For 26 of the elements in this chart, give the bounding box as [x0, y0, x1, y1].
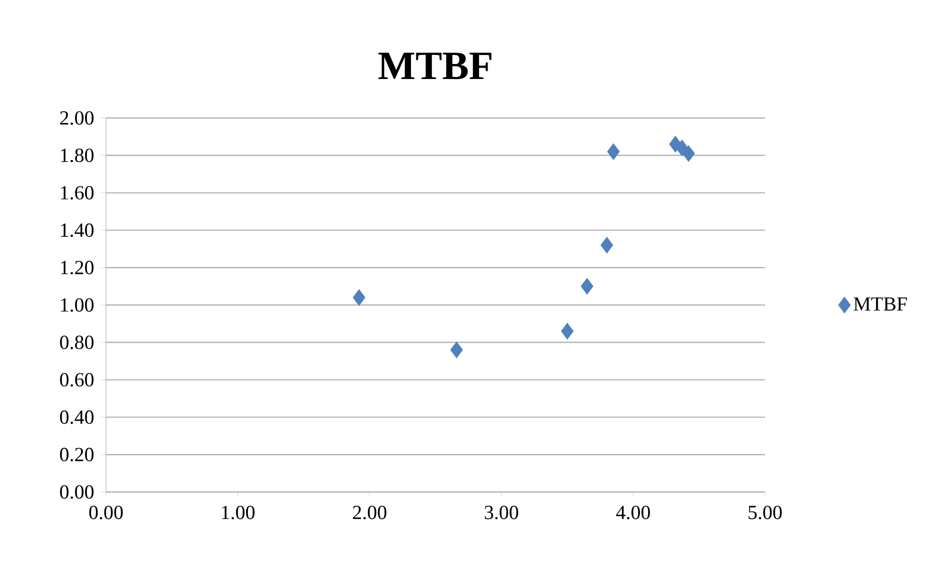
x-tick-label: 3.00 [484, 506, 518, 520]
y-tick-label: 0.80 [60, 336, 94, 350]
y-tick-label: 0.20 [60, 448, 94, 462]
y-tick-label: 1.00 [61, 298, 94, 312]
y-tick-label: 0.40 [60, 410, 94, 424]
point [561, 322, 574, 340]
y-tick-label: 0.60 [60, 373, 94, 387]
y-tick-label: 1.40 [61, 223, 94, 237]
x-tick-label: 2.00 [352, 506, 386, 520]
y-tick-label: 0.00 [60, 485, 94, 499]
x-tick-label: 5.00 [748, 506, 782, 520]
chart-title: MTBF [378, 52, 492, 80]
point [450, 342, 463, 358]
y-tick-label: 1.20 [61, 260, 94, 274]
point [580, 278, 594, 295]
point [607, 143, 620, 160]
point [682, 145, 695, 162]
legend-label: MTBF [854, 297, 907, 311]
y-tick-label: 2.00 [60, 111, 94, 125]
x-tick-label: 1.00 [222, 506, 255, 520]
point [352, 289, 366, 306]
y-tick-label: 1.80 [61, 148, 94, 162]
y-tick-label: 1.60 [61, 186, 94, 200]
x-tick-label: 0.00 [89, 506, 123, 520]
x-tick-label: 4.00 [616, 506, 650, 520]
point [600, 236, 614, 254]
